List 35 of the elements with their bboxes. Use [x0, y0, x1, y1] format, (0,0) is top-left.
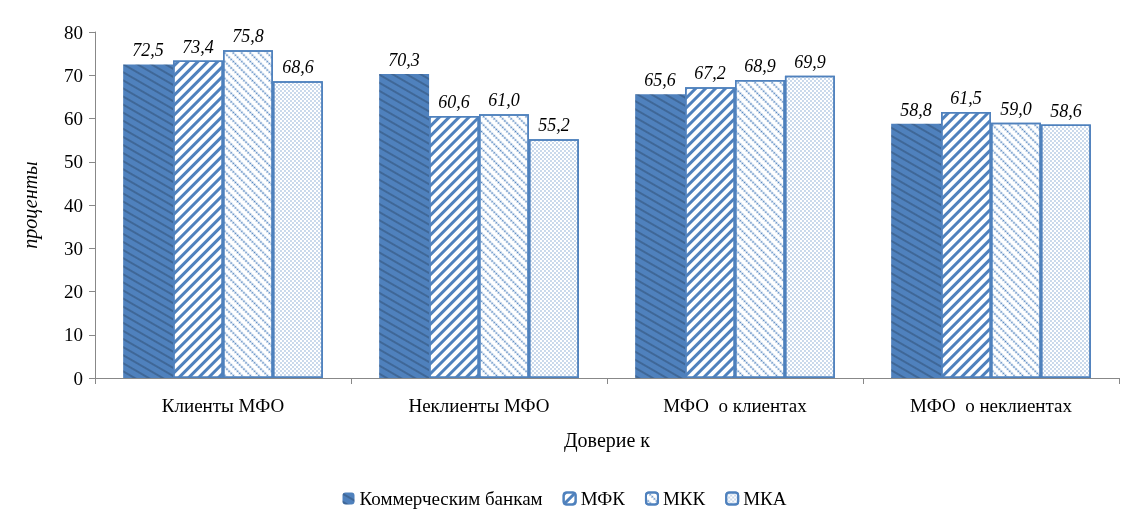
- data-label: 68,9: [744, 56, 776, 77]
- data-label: 65,6: [644, 70, 676, 91]
- data-label: 58,6: [1050, 100, 1082, 121]
- legend-label: МФК: [580, 488, 626, 509]
- y-tick-label: 40: [64, 194, 83, 216]
- data-label: 61,5: [950, 88, 982, 109]
- data-label: 67,2: [694, 63, 726, 84]
- y-tick-label: 70: [64, 64, 83, 86]
- y-axis-title: проценты: [19, 161, 42, 249]
- y-tick-label: 80: [64, 21, 83, 43]
- data-label: 70,3: [388, 49, 420, 70]
- data-label: 58,8: [900, 99, 932, 120]
- data-label: 59,0: [1000, 98, 1032, 119]
- y-tick-label: 60: [64, 108, 83, 129]
- x-tick-label: МФО о клиентах: [663, 395, 808, 416]
- y-tick-label: 10: [64, 324, 83, 346]
- data-label: 61,0: [488, 90, 520, 111]
- legend-label: Коммерческим банкам: [359, 488, 543, 509]
- x-tick-label: Клиенты МФО: [161, 395, 285, 416]
- data-label: 72,5: [132, 40, 164, 61]
- y-tick-label: 0: [73, 367, 83, 389]
- data-label: 69,9: [794, 51, 826, 72]
- data-label: 73,4: [182, 36, 214, 57]
- y-tick-label: 50: [64, 151, 83, 173]
- data-label: 75,8: [232, 26, 264, 47]
- y-tick-label: 30: [64, 237, 83, 259]
- data-label: 60,6: [438, 91, 470, 112]
- x-tick-label: Неклиенты МФО: [408, 395, 550, 416]
- x-axis-title: Доверие к: [563, 429, 651, 452]
- legend-label: МКК: [662, 488, 706, 509]
- y-tick-label: 20: [64, 281, 83, 302]
- legend-label: МКА: [743, 488, 787, 509]
- x-tick-label: МФО о неклиентах: [910, 395, 1073, 416]
- data-label: 68,6: [282, 57, 314, 78]
- data-label: 55,2: [538, 115, 570, 136]
